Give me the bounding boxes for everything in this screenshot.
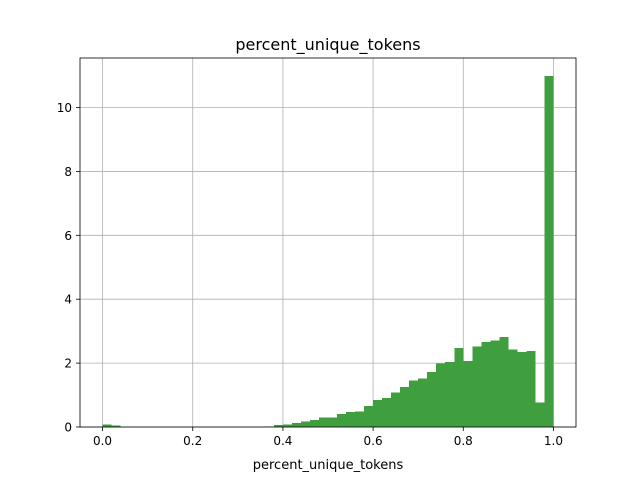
histogram-bar [517, 351, 527, 427]
histogram-bar [454, 347, 464, 427]
x-axis-label: percent_unique_tokens [253, 458, 404, 473]
x-tick-label: 0.0 [93, 434, 112, 448]
histogram-bar [346, 411, 356, 427]
histogram-bar [445, 362, 455, 427]
histogram-bar [526, 350, 536, 427]
histogram-bars [102, 76, 554, 427]
histogram-bar [273, 425, 283, 427]
histogram-bar [427, 372, 437, 427]
histogram-bar [436, 363, 446, 427]
histogram-bar [400, 387, 410, 427]
histogram-bar [337, 414, 347, 427]
x-tick-label: 1.0 [544, 434, 563, 448]
histogram-bar [490, 340, 500, 427]
histogram-bar [508, 349, 518, 427]
histogram-bar [309, 419, 319, 427]
histogram-bar [544, 76, 554, 427]
histogram-bar [463, 361, 473, 427]
x-tick-label: 0.2 [183, 434, 202, 448]
histogram-bar [318, 417, 328, 427]
grid-lines [80, 58, 576, 428]
axis-ticks: 0.0 0.2 0.4 0.6 0.8 1.0 0 2 4 6 8 10 [57, 101, 563, 448]
x-tick-label: 0.6 [364, 434, 383, 448]
histogram-bar [535, 402, 545, 427]
y-tick-label: 0 [64, 421, 72, 435]
y-tick-label: 4 [64, 293, 72, 307]
y-tick-label: 10 [57, 101, 72, 115]
histogram-bar [391, 392, 401, 427]
y-tick-label: 6 [64, 229, 72, 243]
histogram-bar [102, 424, 112, 427]
histogram-bar [300, 421, 310, 427]
histogram-bar [282, 424, 292, 427]
chart-title: percent_unique_tokens [235, 35, 420, 55]
y-tick-label: 8 [64, 165, 72, 179]
histogram-bar [291, 423, 301, 427]
histogram-bar [111, 425, 121, 427]
histogram-bar [364, 405, 374, 427]
histogram-bar [481, 342, 491, 427]
histogram-bar [418, 378, 428, 427]
histogram-bar [355, 411, 365, 427]
x-tick-label: 0.8 [454, 434, 473, 448]
histogram-bar [409, 380, 419, 427]
histogram-bar [499, 336, 509, 427]
x-tick-label: 0.4 [273, 434, 292, 448]
histogram-bar [472, 346, 482, 427]
histogram-bar [328, 417, 338, 427]
plot-frame [79, 57, 577, 428]
histogram-bar [373, 399, 383, 427]
histogram-bar [382, 398, 392, 427]
y-tick-label: 2 [64, 357, 72, 371]
axes-frame [79, 57, 577, 428]
